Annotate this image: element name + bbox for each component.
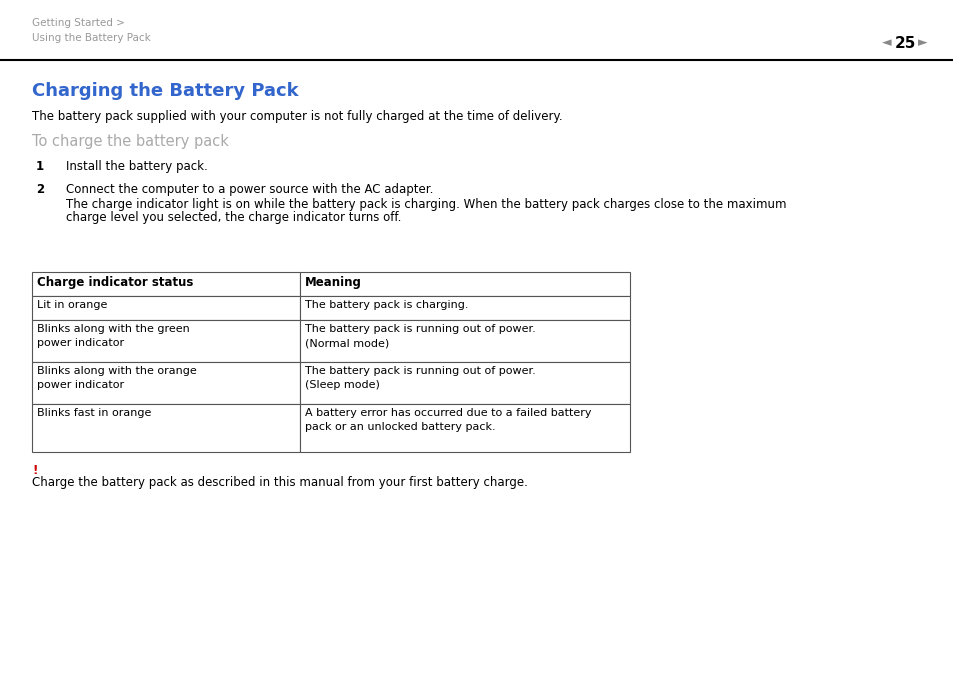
Text: !: ! xyxy=(32,464,37,477)
Text: A battery error has occurred due to a failed battery
pack or an unlocked battery: A battery error has occurred due to a fa… xyxy=(305,408,591,432)
Text: Charge the battery pack as described in this manual from your first battery char: Charge the battery pack as described in … xyxy=(32,476,527,489)
Text: Meaning: Meaning xyxy=(305,276,361,289)
Text: To charge the battery pack: To charge the battery pack xyxy=(32,134,229,149)
Text: Charging the Battery Pack: Charging the Battery Pack xyxy=(32,82,298,100)
Text: Getting Started >: Getting Started > xyxy=(32,18,125,28)
Bar xyxy=(32,404,299,452)
Text: ◄: ◄ xyxy=(882,36,891,49)
Text: The battery pack is running out of power.
(Normal mode): The battery pack is running out of power… xyxy=(305,324,536,348)
Bar xyxy=(299,404,629,452)
Text: Blinks fast in orange: Blinks fast in orange xyxy=(37,408,152,418)
Text: Lit in orange: Lit in orange xyxy=(37,300,108,310)
Text: Blinks along with the green
power indicator: Blinks along with the green power indica… xyxy=(37,324,190,348)
Bar xyxy=(32,272,299,296)
Text: 2: 2 xyxy=(36,183,44,196)
Text: Install the battery pack.: Install the battery pack. xyxy=(66,160,208,173)
Text: Charge indicator status: Charge indicator status xyxy=(37,276,193,289)
Text: charge level you selected, the charge indicator turns off.: charge level you selected, the charge in… xyxy=(66,211,401,224)
Text: The battery pack is charging.: The battery pack is charging. xyxy=(305,300,468,310)
Bar xyxy=(299,320,629,362)
Text: The charge indicator light is on while the battery pack is charging. When the ba: The charge indicator light is on while t… xyxy=(66,198,785,211)
Text: Using the Battery Pack: Using the Battery Pack xyxy=(32,33,151,43)
Text: The battery pack supplied with your computer is not fully charged at the time of: The battery pack supplied with your comp… xyxy=(32,110,562,123)
Bar xyxy=(32,296,299,320)
Bar xyxy=(299,296,629,320)
Text: The battery pack is running out of power.
(Sleep mode): The battery pack is running out of power… xyxy=(305,366,536,390)
Text: 1: 1 xyxy=(36,160,44,173)
Bar xyxy=(299,272,629,296)
Text: 25: 25 xyxy=(893,36,915,51)
Text: Blinks along with the orange
power indicator: Blinks along with the orange power indic… xyxy=(37,366,196,390)
Text: Connect the computer to a power source with the AC adapter.: Connect the computer to a power source w… xyxy=(66,183,433,196)
Text: ►: ► xyxy=(917,36,927,49)
Bar xyxy=(299,362,629,404)
Bar xyxy=(32,362,299,404)
Bar xyxy=(32,320,299,362)
